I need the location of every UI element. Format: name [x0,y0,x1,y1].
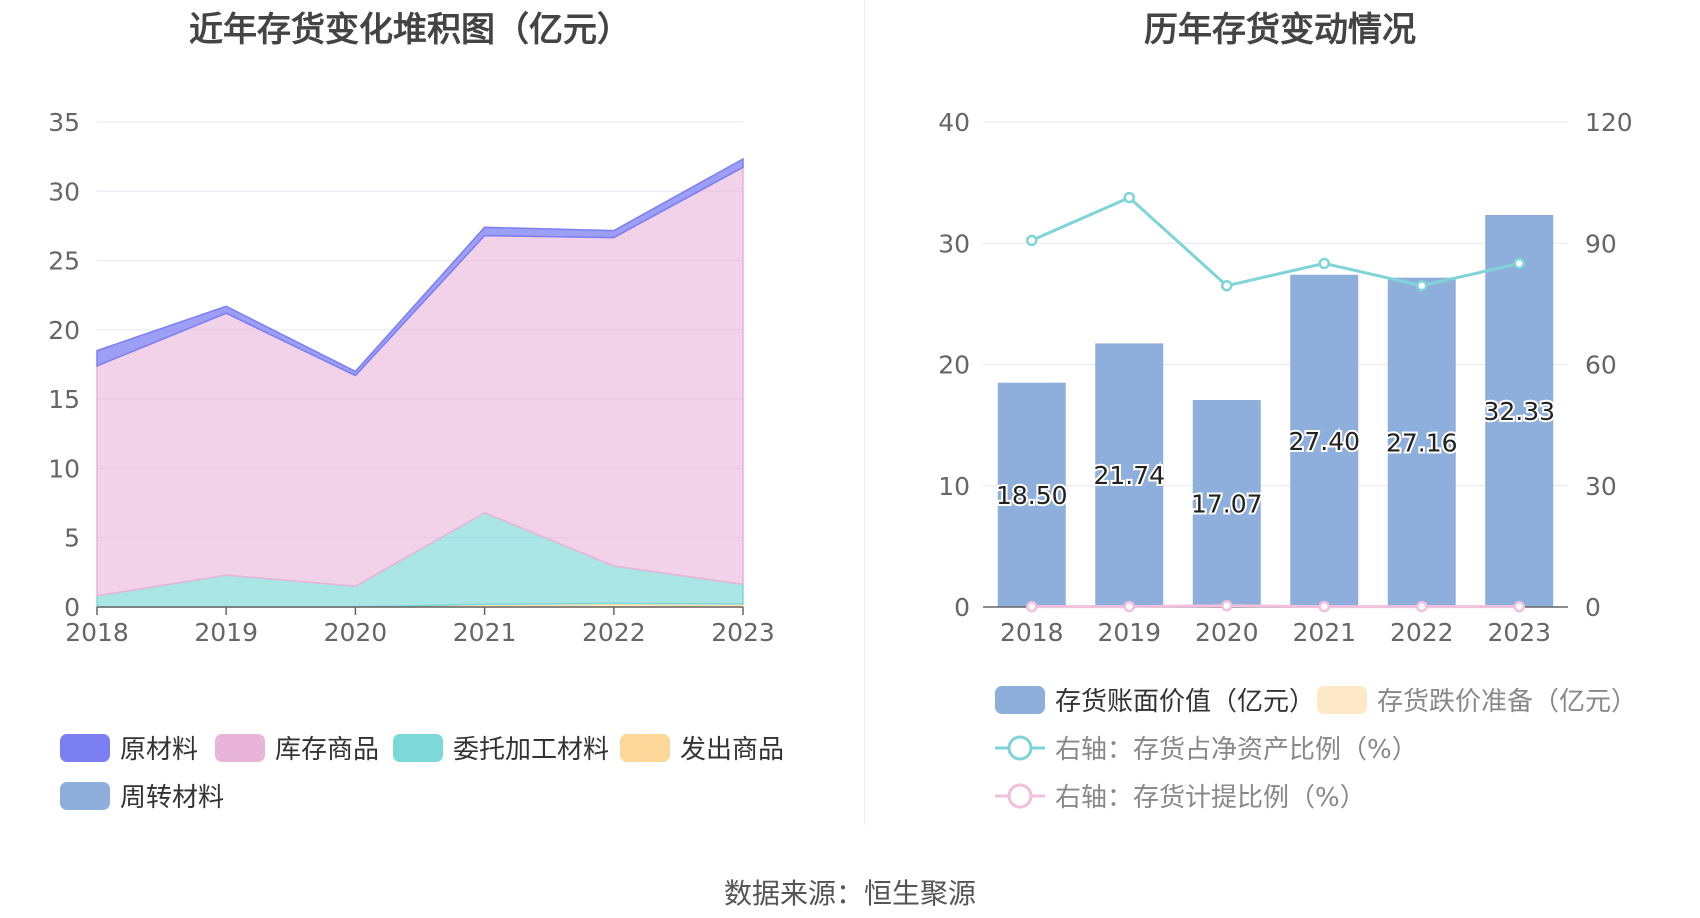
y-tick-label: 10 [938,472,970,501]
line-右轴：存货计提比例（%） [1031,604,1520,609]
legend-marker [1007,735,1033,761]
bar-2021 [1290,274,1359,607]
y-tick-label: 30 [938,229,970,258]
line-point [1123,191,1135,204]
area-原材料 [96,157,744,377]
x-tick-label: 2023 [711,618,775,647]
right-chart-title: 历年存货变动情况 [1144,10,1416,50]
legend-label-line: 右轴：存货计提比例（%） [1055,783,1366,813]
bar-value-label: 27.16 [1386,428,1458,457]
legend-label-库存商品: 库存商品 [275,735,379,765]
y-tick-label: 25 [48,247,80,276]
line-point [1026,234,1038,247]
legend-label-原材料: 原材料 [120,735,198,765]
legend-label-发出商品: 发出商品 [680,735,784,765]
bar-2022 [1387,277,1456,607]
legend-swatch-库存商品 [215,734,265,762]
line-point [1318,600,1330,613]
y2-tick-label: 30 [1585,472,1617,501]
x-tick-label: 2023 [1487,618,1551,647]
line-point [1318,257,1330,270]
y-tick-label: 40 [938,108,970,137]
area-库存商品 [96,166,744,597]
data-source-note: 数据来源：恒生聚源 [723,877,976,910]
y2-tick-label: 120 [1585,108,1633,137]
line-point [1123,600,1135,613]
legend-label-bar: 存货账面价值（亿元） [1055,687,1315,717]
legend-swatch-bar [995,686,1045,714]
legend-swatch-provision [1317,686,1367,714]
y-tick-label: 20 [48,316,80,345]
x-tick-label: 2021 [1292,618,1356,647]
legend-label-周转材料: 周转材料 [120,783,224,813]
bar-2023 [1485,214,1554,607]
legend-label-line: 右轴：存货占净资产比例（%） [1055,735,1418,765]
line-point [1416,279,1428,292]
bar-value-label: 18.50 [996,481,1068,510]
line-右轴：存货占净资产比例（%） [1031,195,1520,288]
x-tick-label: 2019 [1097,618,1161,647]
x-tick-label: 2020 [324,618,388,647]
legend-swatch-周转材料 [60,782,110,810]
left-chart-title: 近年存货变化堆积图（亿元） [189,10,631,50]
line-point [1513,257,1525,270]
legend-label-provision: 存货跌价准备（亿元） [1377,687,1637,717]
line-point [1221,600,1233,612]
y-tick-label: 30 [48,177,80,206]
bar-value-label: 32.33 [1483,397,1555,426]
x-tick-label: 2018 [1000,618,1064,647]
bar-value-label: 17.07 [1191,490,1263,519]
line-point [1513,600,1525,613]
bar-2018 [997,382,1066,607]
x-tick-label: 2020 [1195,618,1259,647]
legend-swatch-发出商品 [620,734,670,762]
bar-2020 [1192,400,1261,607]
line-point [1026,600,1038,613]
legend-marker [1007,783,1033,809]
y-tick-label: 20 [938,351,970,380]
panel-divider [864,0,865,825]
y-tick-label: 5 [64,524,80,553]
y2-tick-label: 90 [1585,229,1617,258]
y-tick-label: 0 [954,593,970,622]
legend-swatch-原材料 [60,734,110,762]
legend-label-委托加工材料: 委托加工材料 [453,735,609,765]
bar-value-label: 27.40 [1288,427,1360,456]
bar-value-label: 21.74 [1093,461,1165,490]
y-tick-label: 10 [48,454,80,483]
stacked-area-chart: 0 5 10 15 20 25 30 35 2018 2019 2020 2021 2022 2023 原材… [48,108,784,813]
y-tick-label: 35 [48,108,80,137]
x-tick-label: 2021 [453,618,517,647]
x-tick-label: 2022 [1390,618,1454,647]
y-tick-label: 15 [48,385,80,414]
x-tick-label: 2018 [65,618,129,647]
bar-2019 [1095,343,1164,607]
y2-tick-label: 0 [1585,593,1601,622]
y-tick-label: 0 [64,593,80,622]
bar-line-chart: 0 10 20 30 40 0 30 60 90 120 18.50 21.74 17.07 27.40 2… [938,108,1637,813]
line-point [1416,600,1428,613]
x-tick-label: 2019 [194,618,258,647]
x-tick-label: 2022 [582,618,646,647]
y2-tick-label: 60 [1585,351,1617,380]
legend-swatch-委托加工材料 [393,734,443,762]
line-point [1221,279,1233,292]
